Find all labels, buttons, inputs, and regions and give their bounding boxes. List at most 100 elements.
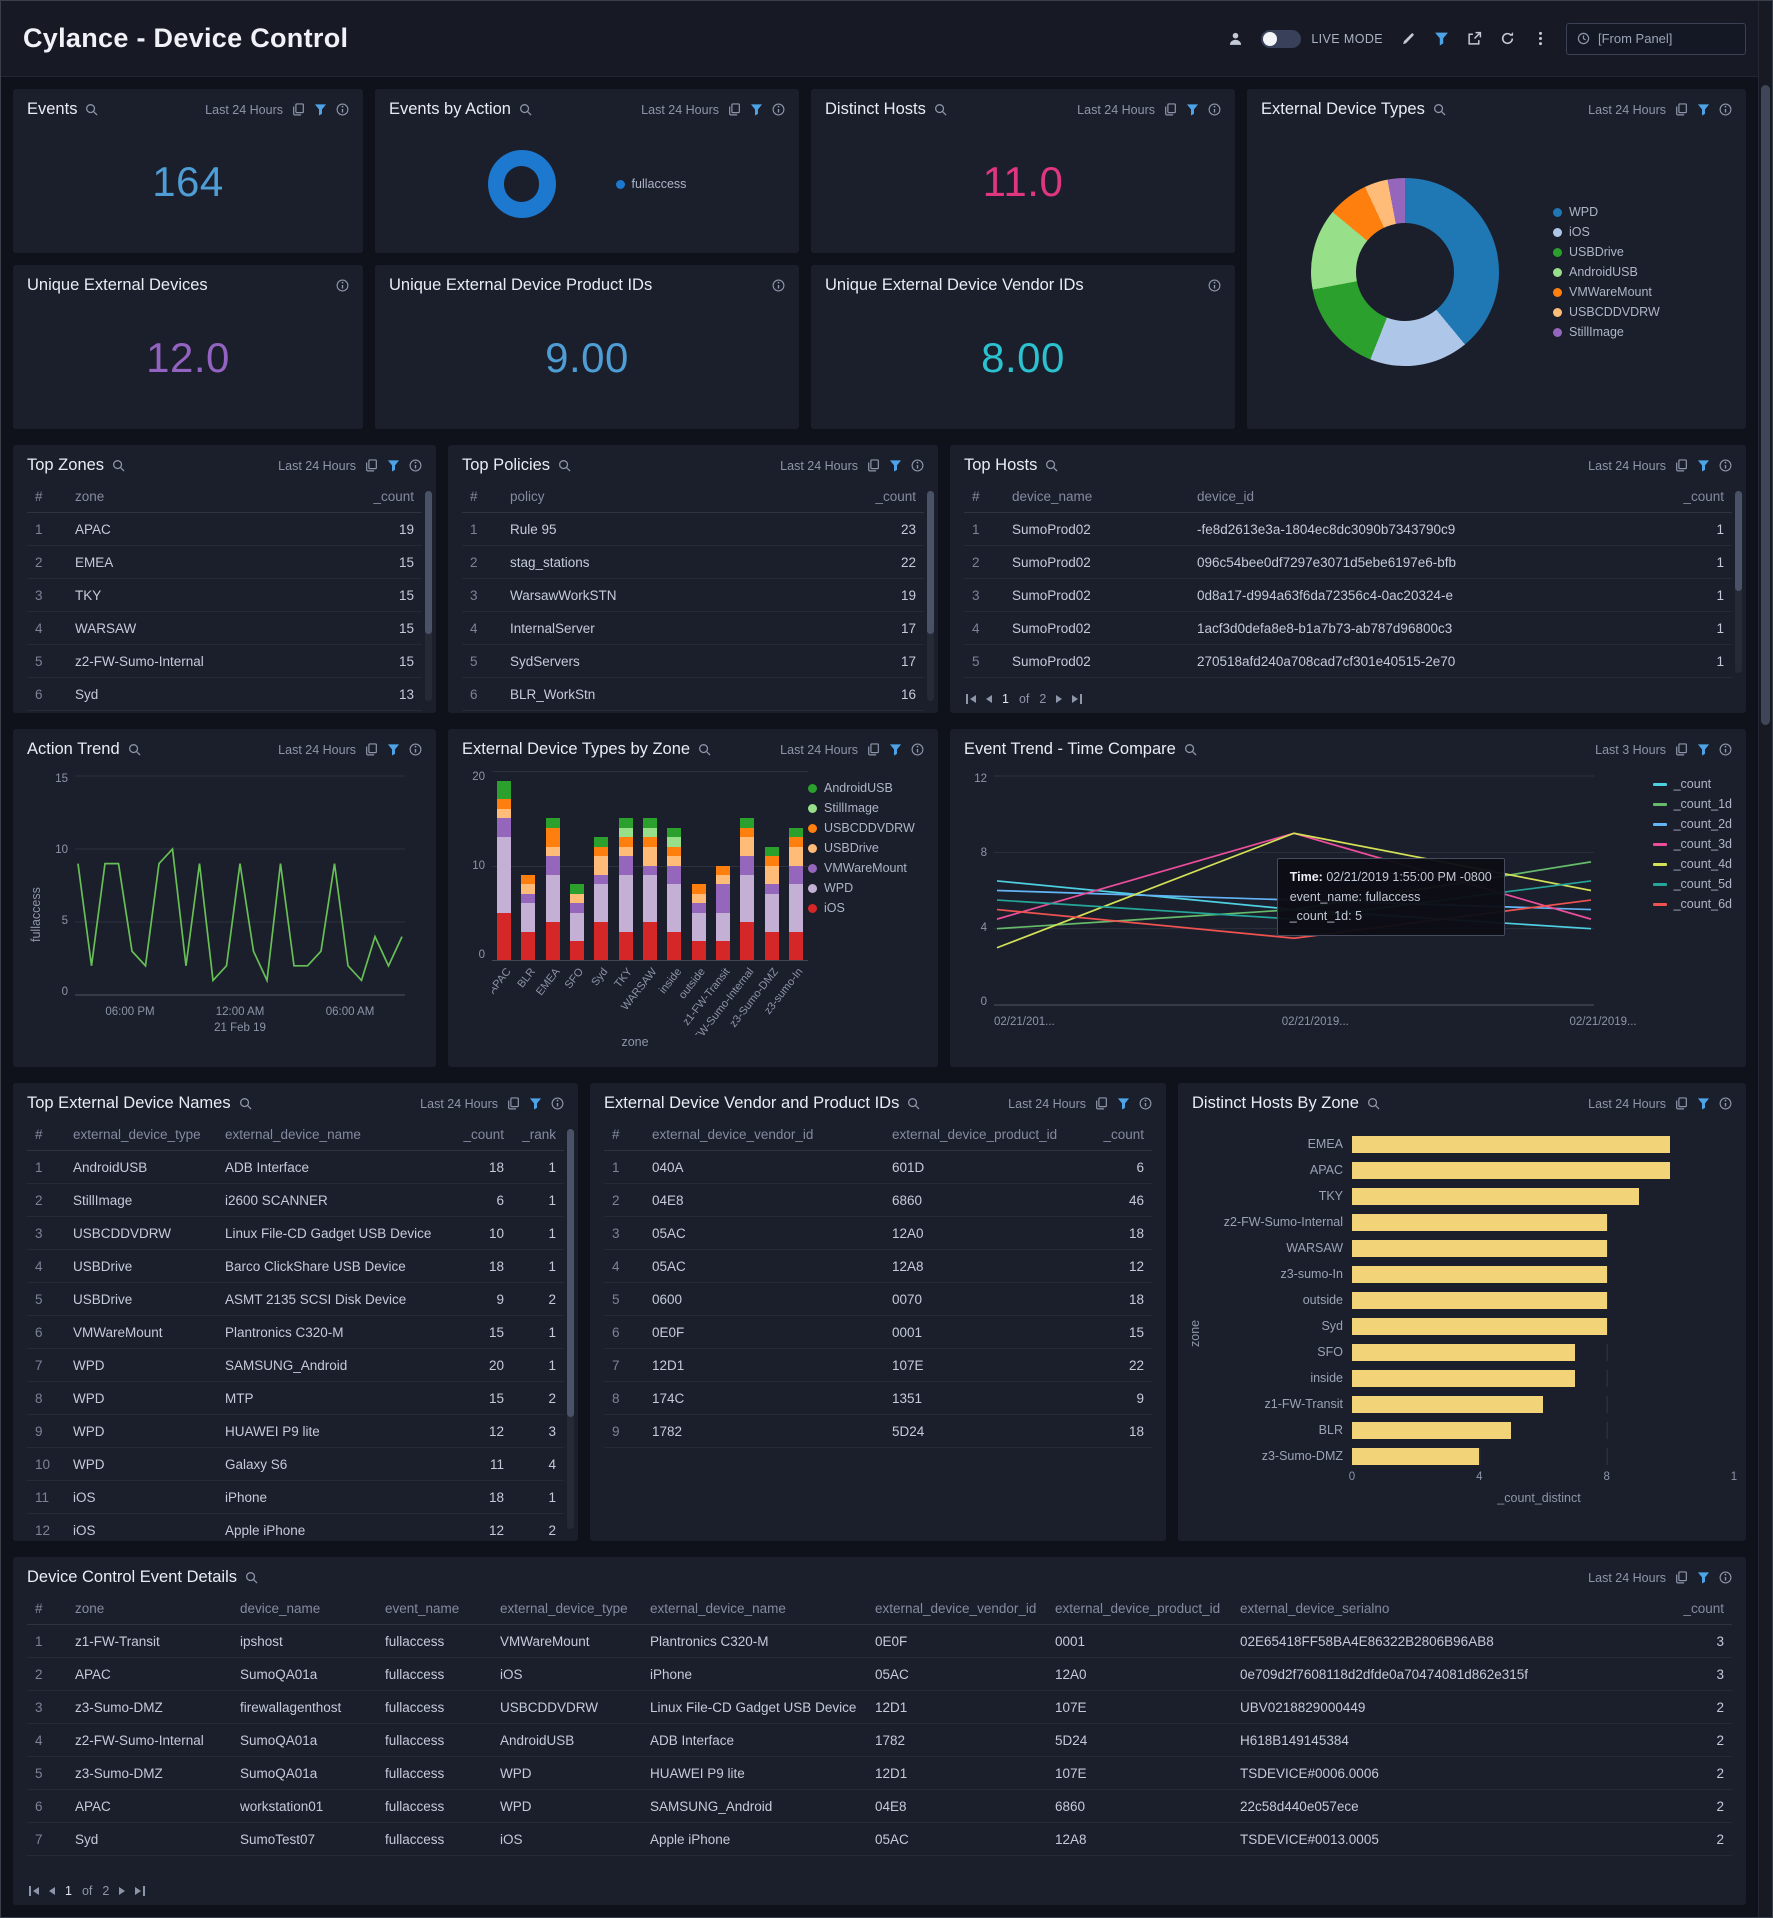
column-header[interactable]: external_device_name xyxy=(217,1119,450,1151)
table-scrollbar[interactable] xyxy=(567,1129,574,1529)
legend-item[interactable]: iOS xyxy=(808,901,924,915)
search-icon[interactable] xyxy=(128,743,141,756)
page-scrollbar[interactable] xyxy=(1758,1,1772,1917)
info-icon[interactable] xyxy=(1139,1097,1152,1110)
copy-icon[interactable] xyxy=(1675,1571,1688,1584)
legend-item[interactable]: iOS xyxy=(1553,225,1660,239)
column-header[interactable]: external_device_type xyxy=(65,1119,217,1151)
table-row[interactable]: 4 z2-FW-Sumo-Internal SumoQA01a fullaccess A… xyxy=(27,1723,1732,1757)
hbar-row[interactable]: z2-FW-Sumo-Internal xyxy=(1204,1209,1734,1235)
filter-icon[interactable] xyxy=(1117,1097,1130,1110)
column-header[interactable]: external_device_serialno xyxy=(1232,1593,1670,1625)
hbar-row[interactable]: SFO xyxy=(1204,1339,1734,1365)
info-icon[interactable] xyxy=(409,743,422,756)
filter-icon[interactable] xyxy=(1186,103,1199,116)
legend-item[interactable]: AndroidUSB xyxy=(808,781,924,795)
table-row[interactable]: 4 InternalServer 17 xyxy=(462,611,924,645)
search-icon[interactable] xyxy=(1433,103,1446,116)
table-row[interactable]: 5 SumoProd02 270518afd240a708cad7cf301e405… xyxy=(964,644,1732,678)
hbar-row[interactable]: BLR xyxy=(1204,1417,1734,1443)
table-row[interactable]: 2 04E8 6860 46 xyxy=(604,1183,1152,1217)
search-icon[interactable] xyxy=(1367,1097,1380,1110)
bar-outside[interactable] xyxy=(687,771,711,960)
column-header[interactable]: device_name xyxy=(232,1593,377,1625)
bar-APAC[interactable] xyxy=(492,771,516,960)
info-icon[interactable] xyxy=(409,459,422,472)
table-row[interactable]: 2 SumoProd02 096c54bee0df7297e3071d5ebe619… xyxy=(964,545,1732,579)
search-icon[interactable] xyxy=(698,743,711,756)
prev-page-button[interactable] xyxy=(49,1887,55,1895)
last-page-button[interactable] xyxy=(1072,694,1083,704)
bar-z1-FW-Transit[interactable] xyxy=(711,771,735,960)
search-icon[interactable] xyxy=(245,1571,258,1584)
time-range-label[interactable]: Last 24 Hours xyxy=(420,1096,498,1111)
hbar-row[interactable]: TKY xyxy=(1204,1183,1734,1209)
time-range-label[interactable]: Last 24 Hours xyxy=(1588,102,1666,117)
table-row[interactable]: 11 iOS iPhone 18 1 xyxy=(27,1480,564,1514)
search-icon[interactable] xyxy=(1045,459,1058,472)
hbar-row[interactable]: z3-Sumo-DMZ xyxy=(1204,1443,1734,1469)
column-header[interactable]: _count xyxy=(854,481,924,513)
time-range-label[interactable]: Last 24 Hours xyxy=(1588,1096,1666,1111)
column-header[interactable]: external_device_product_id xyxy=(884,1119,1080,1151)
refresh-icon[interactable] xyxy=(1500,31,1515,46)
hbar-row[interactable]: z1-FW-Transit xyxy=(1204,1391,1734,1417)
filter-icon[interactable] xyxy=(387,743,400,756)
copy-icon[interactable] xyxy=(728,103,741,116)
legend-item[interactable]: _count xyxy=(1652,777,1732,791)
table-row[interactable]: 10 WPD Galaxy S6 11 4 xyxy=(27,1447,564,1481)
time-range-label[interactable]: Last 24 Hours xyxy=(641,102,719,117)
column-header[interactable]: event_name xyxy=(377,1593,492,1625)
table-row[interactable]: 3 z3-Sumo-DMZ firewallagenthost fullaccess U… xyxy=(27,1690,1732,1724)
filter-icon[interactable] xyxy=(1697,1097,1710,1110)
legend-item[interactable]: StillImage xyxy=(1553,325,1660,339)
table-scrollbar[interactable] xyxy=(927,491,934,701)
column-header[interactable]: _rank xyxy=(512,1119,564,1151)
filter-icon[interactable] xyxy=(1697,103,1710,116)
info-icon[interactable] xyxy=(772,279,785,292)
legend-item[interactable]: _count_6d xyxy=(1652,897,1732,911)
info-icon[interactable] xyxy=(336,279,349,292)
first-page-button[interactable] xyxy=(966,694,976,704)
time-range-label[interactable]: Last 24 Hours xyxy=(1588,458,1666,473)
first-page-button[interactable] xyxy=(29,1886,39,1896)
table-row[interactable]: 4 SumoProd02 1acf3d0defa8e8-b1a7b73-ab787d… xyxy=(964,611,1732,645)
column-header[interactable]: device_name xyxy=(1004,481,1189,513)
table-row[interactable]: 3 TKY 15 xyxy=(27,578,422,612)
info-icon[interactable] xyxy=(336,103,349,116)
legend-item[interactable]: _count_3d xyxy=(1652,837,1732,851)
table-row[interactable]: 3 SumoProd02 0d8a17-d994a63f6da72356c4-0ac… xyxy=(964,578,1732,612)
user-icon[interactable] xyxy=(1228,31,1243,46)
filter-icon[interactable] xyxy=(889,459,902,472)
legend-item[interactable]: StillImage xyxy=(808,801,924,815)
next-page-button[interactable] xyxy=(1056,695,1063,703)
time-range-label[interactable]: Last 24 Hours xyxy=(1588,1570,1666,1585)
search-icon[interactable] xyxy=(239,1097,252,1110)
next-page-button[interactable] xyxy=(119,1887,126,1895)
copy-icon[interactable] xyxy=(1675,103,1688,116)
info-icon[interactable] xyxy=(911,459,924,472)
filter-icon[interactable] xyxy=(387,459,400,472)
filter-icon[interactable] xyxy=(1434,31,1449,46)
table-row[interactable]: 2 EMEA 15 xyxy=(27,545,422,579)
bar-Syd[interactable] xyxy=(589,771,613,960)
scrollbar-thumb[interactable] xyxy=(1761,85,1770,725)
search-icon[interactable] xyxy=(112,459,125,472)
column-header[interactable]: external_device_name xyxy=(642,1593,867,1625)
info-icon[interactable] xyxy=(1719,459,1732,472)
bar-z3-sumo-In[interactable] xyxy=(784,771,808,960)
kebab-menu-icon[interactable] xyxy=(1533,31,1548,46)
copy-icon[interactable] xyxy=(1675,743,1688,756)
table-scrollbar[interactable] xyxy=(425,491,432,701)
column-header[interactable]: # xyxy=(604,1119,644,1151)
table-row[interactable]: 9 WPD HUAWEI P9 lite 12 3 xyxy=(27,1414,564,1448)
legend-item[interactable]: USBDrive xyxy=(808,841,924,855)
search-icon[interactable] xyxy=(907,1097,920,1110)
table-row[interactable]: 4 05AC 12A8 12 xyxy=(604,1249,1152,1283)
column-header[interactable]: _count xyxy=(1670,1593,1732,1625)
copy-icon[interactable] xyxy=(867,743,880,756)
table-row[interactable]: 1 Rule 95 23 xyxy=(462,512,924,546)
column-header[interactable]: zone xyxy=(67,481,352,513)
bar-BLR[interactable] xyxy=(516,771,540,960)
time-range-label[interactable]: Last 24 Hours xyxy=(780,742,858,757)
